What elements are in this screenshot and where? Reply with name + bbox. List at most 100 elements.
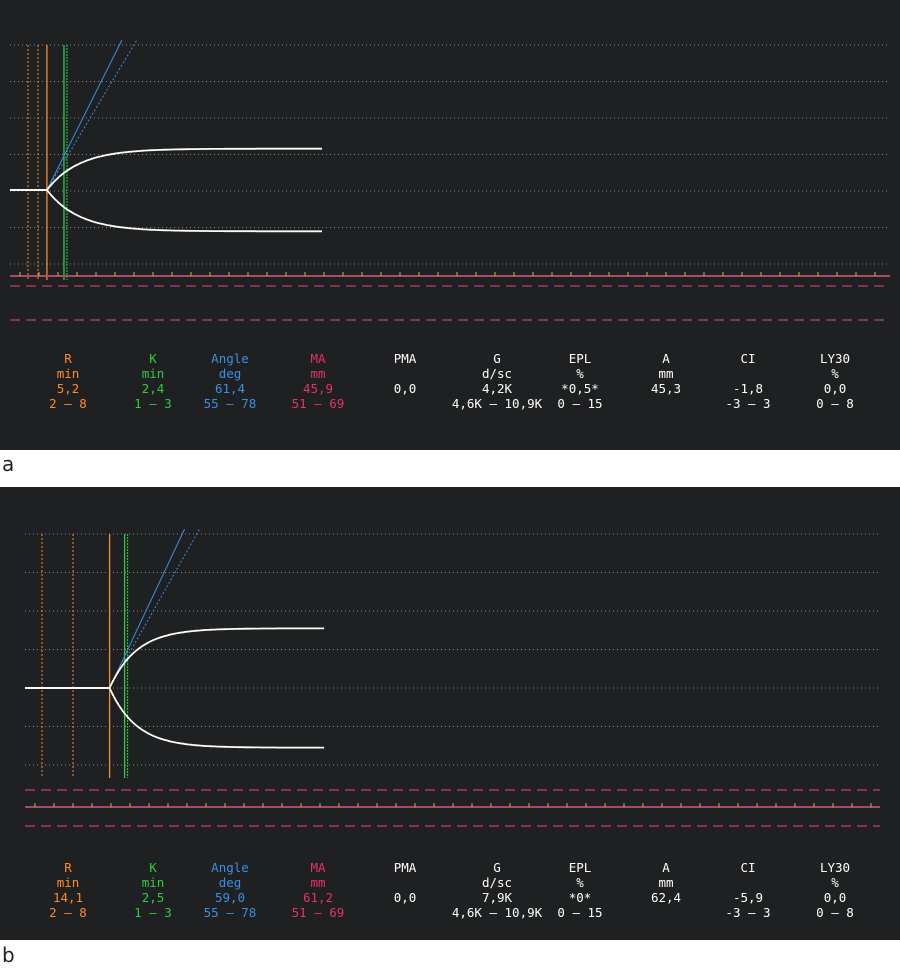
param-g-range: 4,6K — 10,9K: [451, 905, 543, 920]
param-ly30-value: 0,0: [823, 381, 847, 396]
param-epl-range: 0 — 15: [557, 396, 603, 411]
param-ly30: LY30% 0,0 0 — 8: [780, 860, 890, 920]
angle-line-dotted: [46, 39, 138, 191]
param-a-unit: mm: [658, 875, 674, 890]
param-a-value: 45,3: [650, 381, 682, 396]
param-ly30-unit: %: [831, 875, 839, 890]
param-angle-name: Angle: [211, 860, 249, 875]
param-ma: MA mm 45,9 51 — 69: [263, 351, 373, 411]
param-epl-value: *0*: [568, 890, 592, 905]
param-g-unit: d/sc: [481, 366, 513, 381]
param-ma-range: 51 — 69: [291, 905, 345, 920]
trace-upper: [25, 627, 325, 689]
param-ma-range: 51 — 69: [291, 396, 345, 411]
param-epl-value: *0,5*: [561, 381, 599, 396]
param-g-name: G: [493, 351, 501, 366]
param-ci: CI -5,9 -3 — 3: [693, 860, 803, 920]
param-k-unit: min: [141, 875, 165, 890]
teg-trace-chart-b: [25, 528, 880, 827]
param-ci: CI -1,8 -3 — 3: [693, 351, 803, 411]
trace-lower: [10, 189, 322, 233]
angle-line: [109, 528, 186, 689]
param-g-value: 4,2K: [481, 381, 513, 396]
param-angle-unit: deg: [218, 366, 242, 381]
param-ly30: LY30% 0,0 0 — 8: [780, 351, 890, 411]
param-a-unit: mm: [658, 366, 674, 381]
param-r-name: R: [64, 860, 72, 875]
param-angle-range: 55 — 78: [203, 396, 257, 411]
panel-label-a: a: [2, 452, 15, 476]
param-k-name: K: [149, 860, 157, 875]
param-epl-range: 0 — 15: [557, 905, 603, 920]
param-r-value: 14,1: [52, 890, 84, 905]
param-epl-name: EPL: [568, 351, 592, 366]
param-r-unit: min: [56, 366, 80, 381]
param-epl-unit: %: [576, 366, 584, 381]
param-r-range: 2 — 8: [49, 396, 87, 411]
param-ly30-name: LY30: [819, 351, 851, 366]
param-epl: EPL% *0* 0 — 15: [525, 860, 635, 920]
param-ma-unit: mm: [310, 366, 326, 381]
angle-line: [46, 39, 123, 191]
param-ly30-range: 0 — 8: [816, 396, 854, 411]
param-k-range: 1 — 3: [134, 905, 172, 920]
param-g-unit: d/sc: [481, 875, 513, 890]
param-k-value: 2,4: [141, 381, 165, 396]
param-a-name: A: [662, 351, 670, 366]
param-ma-unit: mm: [310, 875, 326, 890]
param-epl-name: EPL: [568, 860, 592, 875]
param-angle: Angle deg 61,4 55 — 78: [175, 351, 285, 411]
param-r-unit: min: [56, 875, 80, 890]
trace-upper: [10, 147, 322, 191]
param-k-value: 2,5: [141, 890, 165, 905]
param-a-name: A: [662, 860, 670, 875]
param-r-range: 2 — 8: [49, 905, 87, 920]
param-k-range: 1 — 3: [134, 396, 172, 411]
param-ly30-value: 0,0: [823, 890, 847, 905]
param-ci-range: -3 — 3: [725, 396, 771, 411]
param-g-name: G: [493, 860, 501, 875]
param-angle-range: 55 — 78: [203, 905, 257, 920]
trace-lower: [25, 687, 325, 749]
panel-label-b: b: [2, 943, 15, 967]
param-ci-value: -1,8: [732, 381, 764, 396]
param-ci-name: CI: [740, 860, 756, 875]
param-ci-range: -3 — 3: [725, 905, 771, 920]
param-angle: Angle deg 59,0 55 — 78: [175, 860, 285, 920]
param-g-value: 7,9K: [481, 890, 513, 905]
param-angle-value: 61,4: [214, 381, 246, 396]
param-angle-name: Angle: [211, 351, 249, 366]
param-a-value: 62,4: [650, 890, 682, 905]
param-angle-value: 59,0: [214, 890, 246, 905]
param-pma-name: PMA: [393, 351, 417, 366]
param-pma-name: PMA: [393, 860, 417, 875]
param-pma: PMA 0,0: [350, 860, 460, 920]
param-ma: MA mm 61,2 51 — 69: [263, 860, 373, 920]
param-ma-name: MA: [310, 860, 326, 875]
param-pma: PMA 0,0: [350, 351, 460, 411]
param-ci-name: CI: [740, 351, 756, 366]
param-epl-unit: %: [576, 875, 584, 890]
param-r-value: 5,2: [56, 381, 80, 396]
param-ma-name: MA: [310, 351, 326, 366]
angle-line-dotted: [109, 528, 201, 689]
param-ly30-range: 0 — 8: [816, 905, 854, 920]
teg-trace-chart-a: [10, 39, 890, 321]
param-ma-value: 61,2: [302, 890, 334, 905]
param-k-unit: min: [141, 366, 165, 381]
param-angle-unit: deg: [218, 875, 242, 890]
param-ly30-unit: %: [831, 366, 839, 381]
param-r-name: R: [64, 351, 72, 366]
param-pma-value: 0,0: [393, 890, 417, 905]
